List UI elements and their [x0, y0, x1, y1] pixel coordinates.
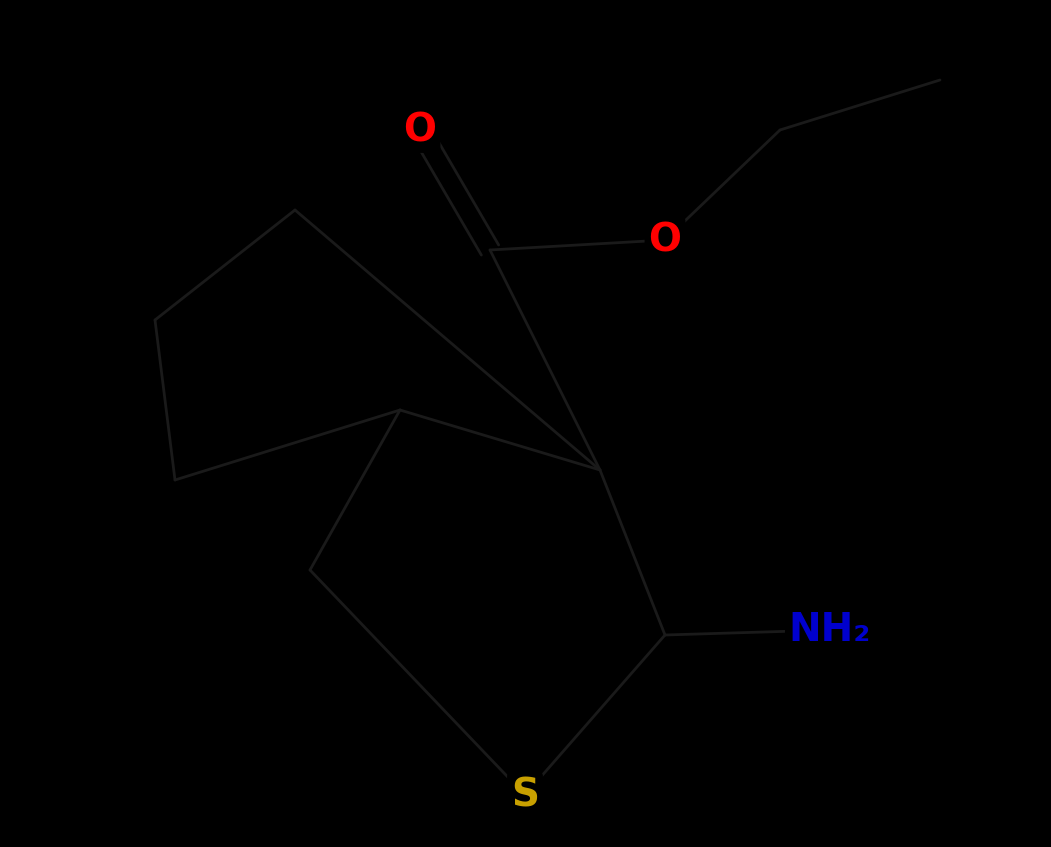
Text: NH₂: NH₂ — [789, 611, 871, 649]
Text: O: O — [404, 111, 436, 149]
Text: O: O — [648, 221, 681, 259]
Text: S: S — [511, 776, 539, 814]
